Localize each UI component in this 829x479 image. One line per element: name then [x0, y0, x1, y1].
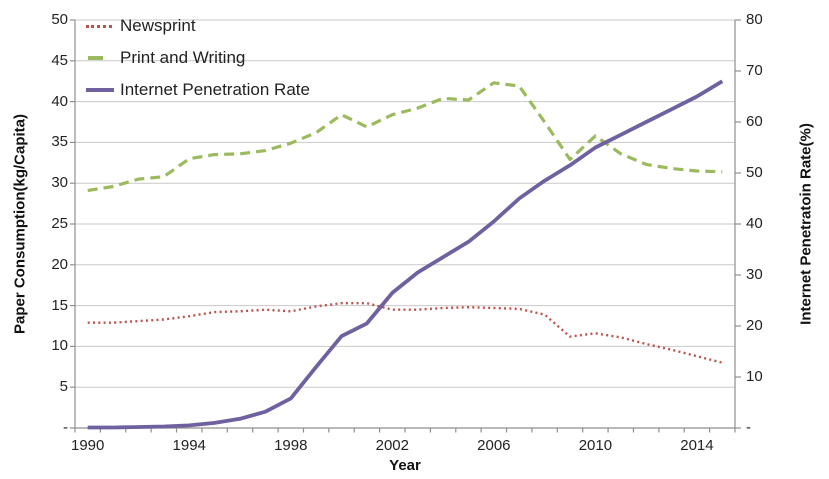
- left-axis-tick-label: 5: [59, 378, 68, 396]
- left-axis-tick-label: 15: [51, 296, 68, 314]
- x-axis-title: Year: [389, 457, 421, 474]
- left-axis-tick-label: 35: [51, 133, 68, 151]
- print-writing-dashed-line-icon: [86, 56, 116, 60]
- x-axis-tick-label: 1994: [172, 437, 206, 454]
- right-axis-tick-label: 30: [746, 266, 763, 283]
- series-line-print-and-writing: [87, 81, 723, 193]
- right-axis-title: Internet Penetratoin Rate(%): [797, 123, 815, 325]
- left-axis-tick-label: 10: [51, 337, 68, 355]
- right-axis-tick-label: 10: [746, 368, 763, 385]
- left-axis-tick-label: 25: [51, 215, 68, 232]
- right-axis-tick-label: 20: [746, 317, 763, 334]
- legend-item-print-and-writing: Print and Writing: [86, 42, 310, 74]
- right-axis-tick-label: 60: [746, 113, 763, 130]
- right-axis-tick-label: 80: [746, 11, 763, 28]
- left-axis-tick-label: -: [63, 419, 68, 436]
- right-axis-tick-label: 50: [746, 164, 763, 181]
- right-axis-tick-label: 40: [746, 215, 763, 232]
- series-line-internet-penetration-rate: [87, 79, 724, 430]
- left-axis-tick-label: 20: [51, 255, 68, 273]
- series-line-newsprint: [87, 302, 723, 364]
- left-axis-tick-label: 50: [51, 11, 68, 28]
- legend-label: Print and Writing: [120, 48, 246, 67]
- right-axis-tick-label: -: [746, 419, 751, 436]
- newsprint-dotted-line-icon: [86, 24, 116, 28]
- x-axis-tick-label: 2014: [680, 437, 714, 454]
- x-axis-tick-label: 2006: [477, 437, 511, 454]
- left-axis-tick-label: 45: [51, 51, 68, 69]
- right-axis-tick-label: 70: [746, 62, 763, 79]
- legend-label: Internet Penetration Rate: [120, 80, 310, 99]
- x-axis-tick-label: 1990: [71, 437, 105, 454]
- legend-item-internet-penetration: Internet Penetration Rate: [86, 74, 310, 106]
- legend-item-newsprint: Newsprint: [86, 10, 310, 42]
- x-axis-tick-label: 1998: [274, 437, 308, 454]
- legend: Newsprint Print and Writing Internet Pen…: [86, 10, 310, 106]
- left-axis-tick-label: 30: [51, 174, 68, 192]
- x-axis-tick-label: 2010: [578, 437, 613, 454]
- legend-label: Newsprint: [120, 16, 196, 35]
- x-axis-tick-label: 2002: [375, 437, 409, 454]
- internet-solid-line-icon: [86, 88, 116, 92]
- left-axis-tick-label: 40: [51, 92, 68, 110]
- left-axis-title: Paper Consumption(kg/Capita): [11, 113, 29, 335]
